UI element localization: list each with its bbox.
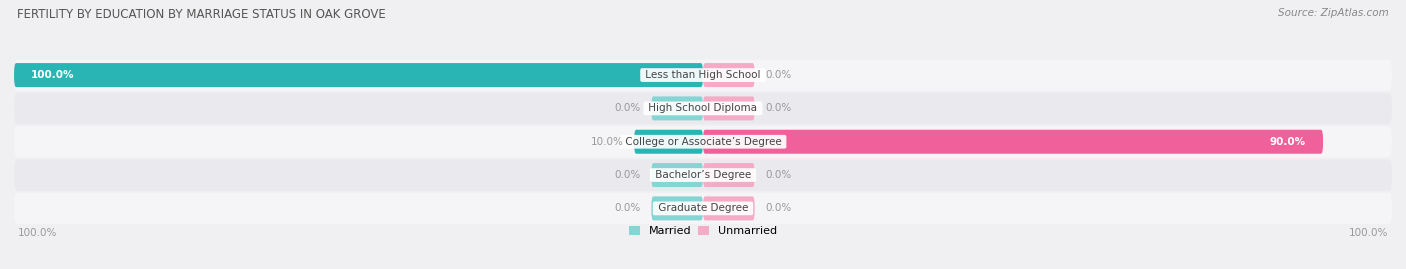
Legend: Married, Unmarried: Married, Unmarried — [624, 221, 782, 240]
FancyBboxPatch shape — [703, 96, 755, 121]
Text: 0.0%: 0.0% — [614, 203, 641, 213]
FancyBboxPatch shape — [651, 163, 703, 187]
FancyBboxPatch shape — [703, 163, 755, 187]
Text: 100.0%: 100.0% — [1350, 228, 1389, 238]
FancyBboxPatch shape — [14, 160, 1392, 191]
FancyBboxPatch shape — [14, 126, 1392, 157]
Text: Source: ZipAtlas.com: Source: ZipAtlas.com — [1278, 8, 1389, 18]
FancyBboxPatch shape — [651, 96, 703, 121]
FancyBboxPatch shape — [703, 63, 755, 87]
FancyBboxPatch shape — [14, 59, 1392, 91]
Text: 0.0%: 0.0% — [614, 103, 641, 114]
Text: High School Diploma: High School Diploma — [645, 103, 761, 114]
Text: 100.0%: 100.0% — [17, 228, 56, 238]
Text: Graduate Degree: Graduate Degree — [655, 203, 751, 213]
Text: FERTILITY BY EDUCATION BY MARRIAGE STATUS IN OAK GROVE: FERTILITY BY EDUCATION BY MARRIAGE STATU… — [17, 8, 385, 21]
Text: 100.0%: 100.0% — [31, 70, 75, 80]
FancyBboxPatch shape — [703, 196, 755, 220]
Text: College or Associate’s Degree: College or Associate’s Degree — [621, 137, 785, 147]
Text: 0.0%: 0.0% — [765, 70, 792, 80]
Text: 0.0%: 0.0% — [765, 170, 792, 180]
Text: 0.0%: 0.0% — [614, 170, 641, 180]
Text: 90.0%: 90.0% — [1270, 137, 1306, 147]
FancyBboxPatch shape — [703, 130, 1323, 154]
FancyBboxPatch shape — [634, 130, 703, 154]
Text: 0.0%: 0.0% — [765, 203, 792, 213]
FancyBboxPatch shape — [14, 93, 1392, 124]
Text: Less than High School: Less than High School — [643, 70, 763, 80]
FancyBboxPatch shape — [651, 196, 703, 220]
Text: 0.0%: 0.0% — [765, 103, 792, 114]
FancyBboxPatch shape — [14, 193, 1392, 224]
Text: Bachelor’s Degree: Bachelor’s Degree — [652, 170, 754, 180]
Text: 10.0%: 10.0% — [591, 137, 624, 147]
FancyBboxPatch shape — [14, 63, 703, 87]
